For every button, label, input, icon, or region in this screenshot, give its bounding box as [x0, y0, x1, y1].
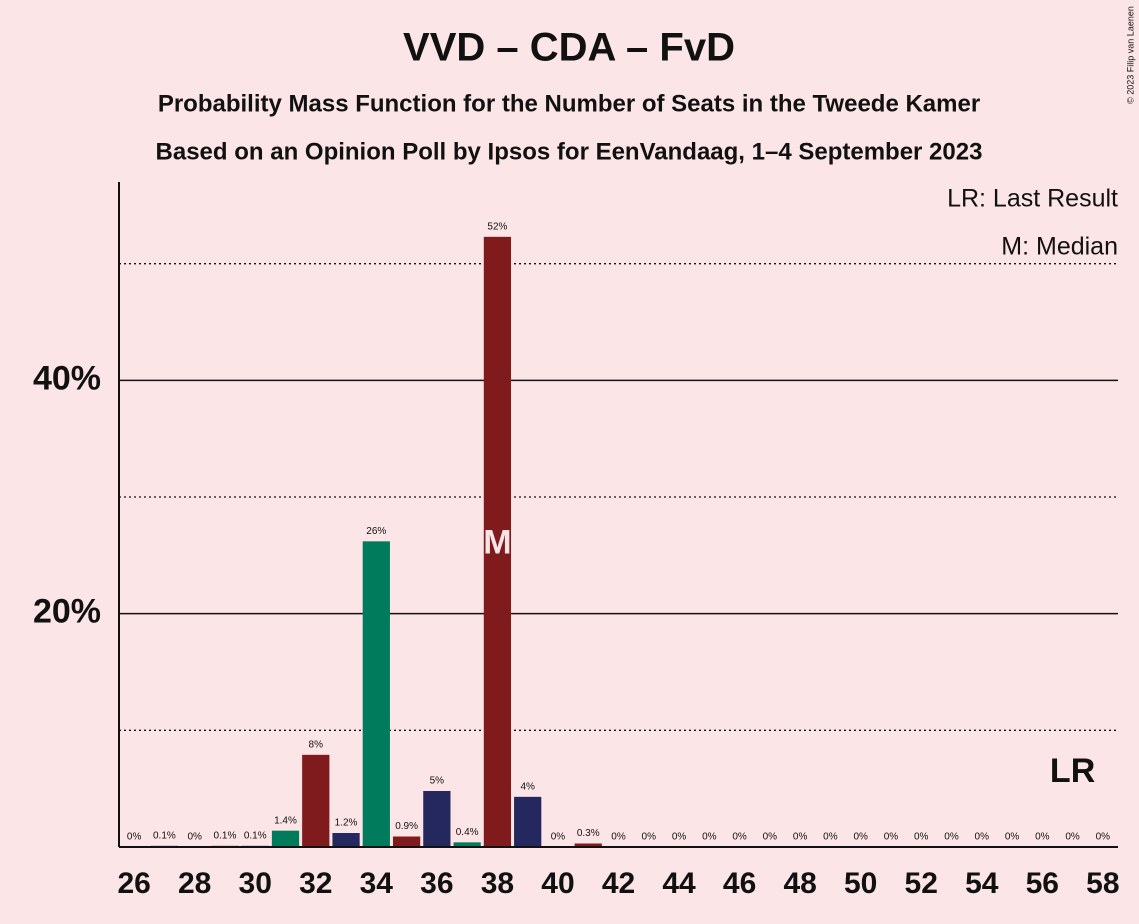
value-label: 0%: [611, 832, 626, 843]
value-label: 0.1%: [244, 830, 267, 841]
x-tick-label: 34: [360, 867, 394, 900]
value-label: 0%: [1096, 832, 1111, 843]
value-label: 0%: [1065, 832, 1080, 843]
x-tick-label: 28: [178, 867, 211, 900]
value-label: 0%: [642, 832, 657, 843]
bar: [362, 541, 390, 847]
x-tick-label: 58: [1086, 867, 1119, 900]
value-label: 0%: [975, 832, 990, 843]
bar: [332, 833, 360, 847]
value-label: 52%: [487, 221, 507, 232]
chart-subtitle: Based on an Opinion Poll by Ipsos for Ee…: [156, 138, 983, 165]
value-label: 0%: [127, 832, 142, 843]
legend-entry: M: Median: [1001, 233, 1118, 261]
median-marker: M: [483, 523, 511, 561]
bar: [271, 830, 300, 847]
x-tick-label: 52: [905, 867, 938, 900]
value-label: 0%: [551, 832, 566, 843]
chart-subtitle: Probability Mass Function for the Number…: [158, 90, 980, 117]
value-label: 0%: [672, 832, 687, 843]
value-label: 0%: [884, 832, 899, 843]
last-result-marker: LR: [1050, 752, 1095, 790]
copyright: © 2023 Filip van Laenen: [1125, 6, 1135, 104]
bar: [574, 843, 602, 847]
value-label: 0%: [1035, 832, 1050, 843]
x-tick-label: 40: [541, 867, 574, 900]
value-label: 8%: [309, 739, 324, 750]
value-label: 0%: [853, 832, 868, 843]
y-tick-label: 20%: [33, 593, 101, 631]
x-tick-label: 26: [117, 867, 150, 900]
value-label: 0%: [187, 832, 202, 843]
x-tick-label: 36: [420, 867, 453, 900]
x-tick-label: 50: [844, 867, 877, 900]
value-label: 0%: [702, 832, 717, 843]
value-label: 0.3%: [577, 828, 600, 839]
x-tick-label: 30: [239, 867, 272, 900]
value-label: 0%: [732, 832, 747, 843]
value-label: 0.1%: [214, 830, 237, 841]
x-tick-label: 48: [783, 867, 816, 900]
legend-entry: LR: Last Result: [947, 185, 1118, 213]
x-tick-label: 54: [965, 867, 999, 900]
value-label: 1.2%: [335, 818, 358, 829]
value-label: 4%: [520, 781, 535, 792]
value-label: 5%: [430, 776, 445, 787]
bar: [483, 236, 512, 848]
value-label: 0.1%: [153, 830, 176, 841]
value-label: 0.4%: [456, 827, 479, 838]
value-label: 26%: [366, 526, 386, 537]
x-tick-label: 46: [723, 867, 756, 900]
bar: [453, 842, 481, 847]
bar: [514, 796, 542, 847]
value-label: 0%: [1005, 832, 1020, 843]
value-label: 0%: [944, 832, 959, 843]
value-label: 0%: [763, 832, 778, 843]
x-tick-label: 32: [299, 867, 332, 900]
value-label: 0%: [793, 832, 808, 843]
value-label: 0.9%: [395, 821, 418, 832]
chart-title: VVD – CDA – FvD: [403, 26, 735, 70]
bar: [302, 754, 330, 847]
x-tick-label: 56: [1026, 867, 1059, 900]
x-tick-label: 44: [662, 867, 696, 900]
value-label: 0%: [914, 832, 929, 843]
y-tick-label: 40%: [33, 359, 101, 397]
value-label: 0%: [823, 832, 838, 843]
x-tick-label: 38: [481, 867, 514, 900]
value-label: 1.4%: [274, 815, 297, 826]
bar: [423, 791, 451, 847]
bar: [392, 836, 421, 847]
x-tick-label: 42: [602, 867, 635, 900]
